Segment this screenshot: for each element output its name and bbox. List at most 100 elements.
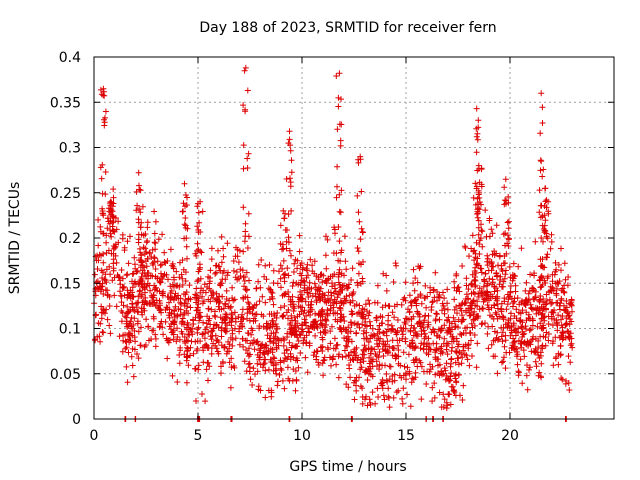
data-point	[510, 260, 517, 267]
data-point	[110, 219, 117, 226]
data-point	[338, 249, 344, 256]
data-point	[447, 331, 454, 337]
data-point	[532, 238, 539, 245]
data-point	[235, 259, 242, 266]
data-point	[473, 149, 480, 156]
data-point	[536, 297, 543, 304]
data-point	[529, 322, 536, 329]
data-point	[458, 360, 465, 367]
chart-title: Day 188 of 2023, SRMTID for receiver fer…	[199, 20, 496, 36]
data-point	[555, 361, 562, 368]
data-point	[269, 290, 276, 296]
data-point	[405, 351, 412, 358]
data-point	[452, 392, 459, 399]
data-point	[404, 391, 411, 398]
data-point	[292, 387, 299, 394]
data-point	[472, 274, 478, 280]
data-point	[523, 309, 530, 316]
data-point	[507, 332, 514, 339]
y-tick-label: 0.2	[59, 231, 81, 247]
data-point	[171, 318, 178, 325]
data-point	[255, 341, 262, 348]
data-point	[354, 245, 361, 251]
data-point	[285, 306, 292, 313]
data-point	[416, 319, 422, 326]
data-point	[371, 299, 378, 306]
data-point	[101, 119, 108, 126]
data-point	[129, 271, 136, 277]
data-point	[192, 314, 199, 321]
data-point	[161, 249, 168, 256]
data-point	[375, 394, 382, 400]
data-point	[451, 278, 458, 285]
data-point	[565, 274, 572, 280]
data-point	[303, 322, 310, 329]
data-point	[438, 404, 445, 411]
data-point	[558, 316, 564, 323]
data-point	[336, 266, 343, 273]
data-point	[366, 309, 373, 316]
data-point	[554, 299, 561, 306]
data-point	[213, 269, 220, 276]
data-point	[294, 265, 301, 272]
data-point	[100, 251, 107, 257]
data-point	[218, 259, 225, 266]
data-point	[538, 90, 545, 97]
data-point	[287, 320, 294, 327]
data-point	[393, 262, 400, 269]
x-axis-label: GPS time / hours	[289, 459, 406, 475]
y-tick-label: 0.1	[59, 322, 81, 338]
data-point	[498, 300, 505, 307]
data-point	[536, 355, 543, 361]
data-point	[356, 218, 363, 225]
data-point	[434, 311, 440, 318]
data-point	[280, 272, 287, 278]
data-point	[123, 314, 130, 321]
data-point	[334, 318, 341, 325]
data-point	[431, 394, 438, 401]
data-point	[203, 324, 210, 331]
data-point	[239, 306, 246, 313]
data-point	[389, 337, 396, 344]
data-point	[207, 321, 214, 328]
data-point	[231, 364, 238, 371]
data-point	[531, 348, 538, 355]
data-point	[242, 220, 249, 227]
data-point	[385, 385, 392, 392]
data-point	[286, 339, 293, 346]
data-point	[517, 310, 524, 317]
data-point	[443, 405, 450, 412]
data-point	[343, 381, 350, 388]
data-point	[466, 329, 473, 336]
data-point	[230, 258, 237, 264]
data-point	[124, 271, 131, 278]
data-point	[133, 188, 140, 195]
data-point	[344, 285, 350, 292]
data-point	[163, 304, 170, 311]
data-point	[157, 262, 164, 269]
data-point	[190, 321, 197, 327]
data-point	[221, 327, 228, 334]
data-point	[398, 374, 405, 381]
data-point	[498, 324, 505, 331]
data-point	[469, 353, 475, 359]
data-point	[386, 363, 393, 370]
data-point	[355, 209, 362, 216]
data-point	[270, 340, 277, 347]
data-point	[433, 310, 440, 317]
data-point	[218, 370, 224, 377]
data-point	[305, 302, 312, 309]
data-point	[183, 337, 190, 344]
data-point	[158, 309, 165, 316]
data-point	[525, 290, 532, 297]
data-point	[474, 167, 481, 174]
data-point	[199, 331, 206, 338]
data-point	[134, 308, 141, 315]
data-point	[444, 306, 451, 313]
data-point	[186, 282, 193, 289]
data-point	[252, 371, 258, 378]
data-point	[383, 328, 390, 335]
data-point	[366, 354, 373, 361]
data-point	[276, 371, 283, 378]
data-point	[135, 355, 142, 362]
